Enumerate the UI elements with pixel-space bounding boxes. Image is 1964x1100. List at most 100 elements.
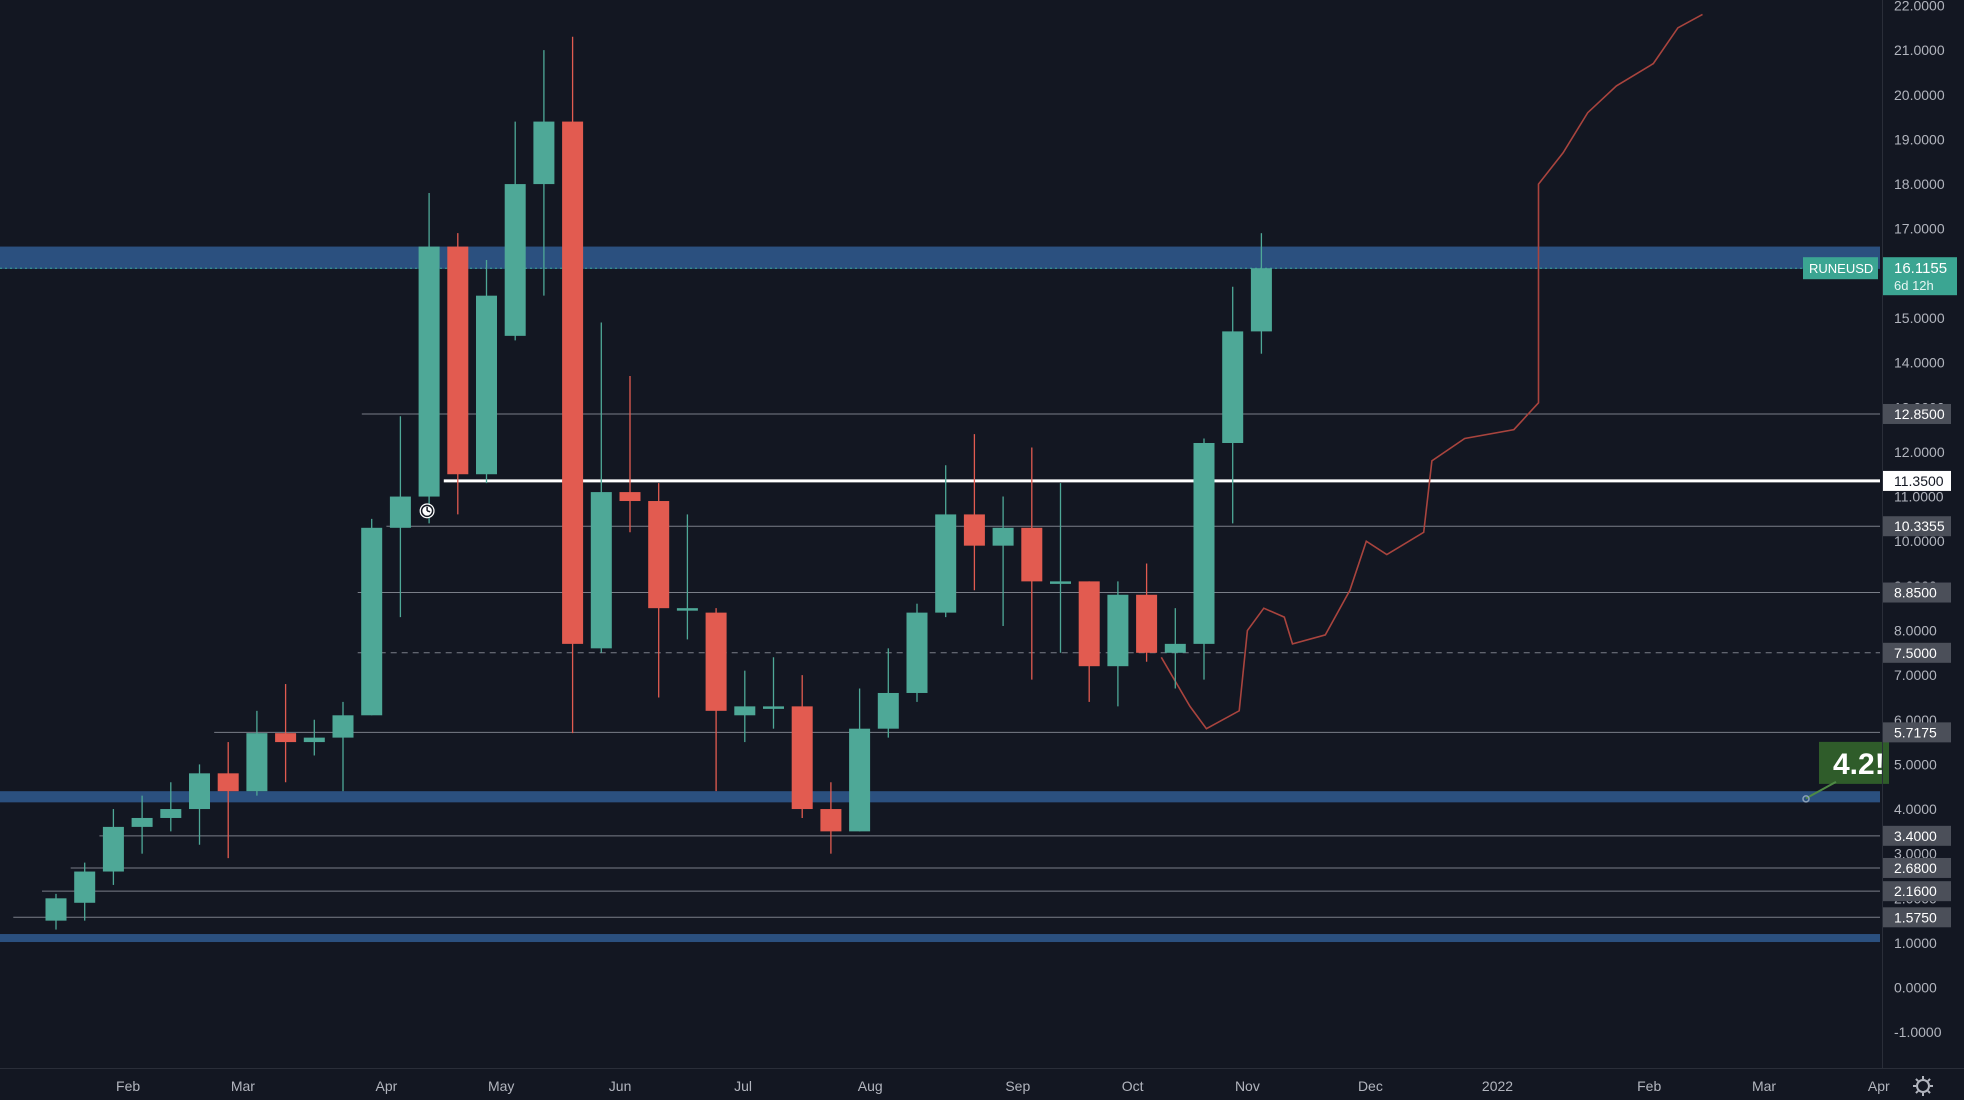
ticker-price-bg	[1883, 257, 1957, 296]
zone-band	[0, 246, 1880, 269]
price-axis-tick: 1.0000	[1894, 935, 1937, 951]
candle	[1136, 563, 1158, 662]
time-axis-tick: Jun	[609, 1078, 632, 1094]
price-label-bg	[1883, 722, 1951, 743]
candle	[102, 809, 124, 885]
price-label: 1.5750	[1894, 909, 1937, 925]
time-axis-tick: Apr	[1868, 1078, 1890, 1094]
candle-body	[877, 692, 899, 729]
price-label-bg	[1883, 470, 1951, 491]
price-labels-layer: 12.8500 11.3500 10.3355 8.8500 7.5000 5.7175 3…	[1883, 403, 1951, 928]
price-label-bg	[1883, 907, 1951, 928]
candle	[791, 675, 813, 818]
price-label: 3.4000	[1894, 828, 1937, 844]
price-axis-tick: 12.0000	[1894, 444, 1945, 460]
candle-body	[246, 733, 268, 792]
candle-body	[217, 773, 239, 792]
time-axis-tick: Mar	[1752, 1078, 1776, 1094]
candle	[734, 670, 756, 743]
candle-body	[992, 527, 1014, 546]
candle-body	[303, 737, 325, 743]
candle-body	[504, 184, 526, 336]
alarm-clock-ring	[420, 504, 434, 518]
candle	[303, 719, 325, 756]
candle	[1078, 581, 1100, 702]
ticker-label: RUNEUSD 16.1155 6d 12h	[1803, 257, 1957, 296]
price-axis-tick: 21.0000	[1894, 42, 1945, 58]
price-axis-tick: 4.0000	[1894, 801, 1937, 817]
price-label: 2.6800	[1894, 860, 1937, 876]
candle-body	[131, 817, 153, 827]
price-axis[interactable]: 22.0000 21.0000 20.0000 19.0000 18.0000 17.00…	[1894, 0, 1945, 1040]
candle-body	[74, 871, 96, 903]
gear-icon-tooth	[1927, 1078, 1931, 1082]
ticker-countdown: 6d 12h	[1894, 278, 1934, 293]
candle-body	[389, 496, 411, 528]
candle-body	[562, 121, 584, 644]
gear-icon-tooth	[1915, 1090, 1919, 1094]
price-label-bg	[1883, 403, 1951, 424]
price-label-bg	[1883, 642, 1951, 663]
zone-band	[0, 934, 1880, 943]
price-axis-tick: 11.0000	[1894, 489, 1944, 505]
candle	[562, 36, 584, 734]
candle	[705, 608, 727, 792]
candle	[533, 50, 555, 296]
candle-body	[763, 706, 784, 709]
candle	[131, 795, 153, 854]
candle-body	[1136, 594, 1158, 653]
price-label: 5.7175	[1894, 724, 1937, 740]
candle	[877, 648, 899, 738]
candle	[1250, 233, 1272, 354]
price-callout[interactable]: 4.2!	[1802, 741, 1889, 803]
time-axis-tick: 2022	[1482, 1078, 1513, 1094]
candle-body	[906, 612, 928, 693]
candle	[648, 483, 670, 698]
candle	[332, 701, 354, 792]
price-axis-tick: 8.0000	[1894, 622, 1937, 638]
time-axis-tick: Jul	[734, 1078, 752, 1094]
price-label-bg	[1883, 582, 1951, 603]
candle-body	[734, 706, 756, 716]
time-axis-tick: Mar	[231, 1078, 255, 1094]
candle-body	[1021, 527, 1043, 582]
candle-body	[590, 492, 612, 649]
callout-text: 4.2!	[1833, 748, 1885, 781]
price-axis-tick: 18.0000	[1894, 176, 1945, 192]
price-axis-tick: 10.0000	[1894, 533, 1945, 549]
candle-body	[418, 246, 440, 497]
price-axis-tick: 7.0000	[1894, 667, 1937, 683]
candle	[992, 496, 1014, 627]
alarm-clock-hand	[426, 510, 431, 513]
time-axis-tick: Apr	[376, 1078, 398, 1094]
time-axis[interactable]: Feb Mar Apr May Jun Jul Aug Sep Oct Nov Dec 2022 Feb…	[116, 1078, 1890, 1094]
gear-icon[interactable]	[1913, 1076, 1933, 1096]
candle	[619, 376, 641, 533]
time-axis-tick: Aug	[858, 1078, 883, 1094]
candle	[935, 465, 957, 618]
candle	[1164, 608, 1186, 689]
gear-icon-ring	[1916, 1079, 1930, 1093]
candle	[447, 233, 469, 515]
candles-layer	[45, 36, 1272, 930]
candle-body	[45, 898, 67, 921]
candle-body	[102, 826, 124, 872]
gear-icon-tooth	[1915, 1078, 1919, 1082]
time-axis-tick: Oct	[1122, 1078, 1144, 1094]
candle-body	[820, 809, 842, 832]
candle	[963, 434, 985, 591]
candle	[504, 121, 526, 341]
zones-layer	[0, 246, 1880, 943]
time-axis-tick: Nov	[1235, 1078, 1260, 1094]
candle-body	[332, 715, 354, 738]
candle	[1222, 286, 1244, 524]
candle	[74, 862, 96, 921]
price-axis-tick: 17.0000	[1894, 221, 1945, 237]
candle	[275, 684, 297, 783]
callout-leader	[1805, 781, 1837, 800]
alarm-clock-icon[interactable]	[419, 503, 435, 519]
ticker-name-bg	[1803, 257, 1878, 280]
price-axis-tick: 20.0000	[1894, 87, 1945, 103]
